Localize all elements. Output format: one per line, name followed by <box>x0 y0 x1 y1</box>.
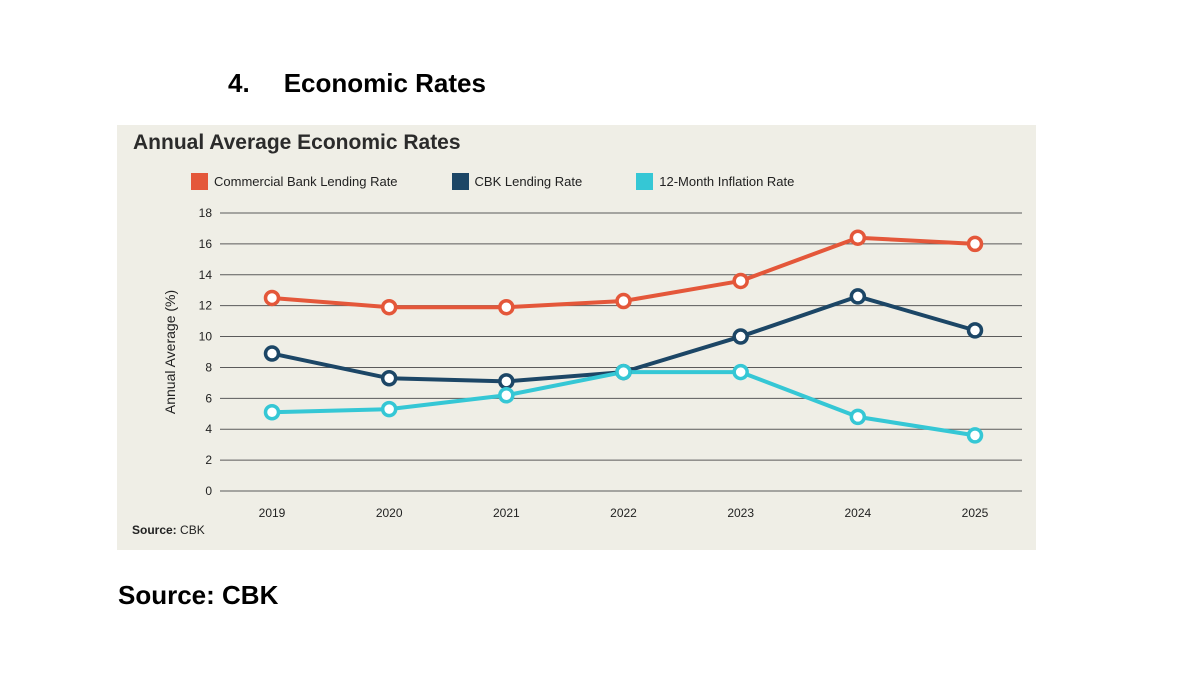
section-heading: 4. Economic Rates <box>228 66 486 100</box>
section-number: 4. <box>228 68 250 98</box>
data-point <box>380 298 398 316</box>
legend-swatch-cbk <box>451 173 469 190</box>
data-point <box>615 363 632 381</box>
legend-item-cbk: CBK Lending Rate <box>451 173 583 190</box>
x-tick-label: 2021 <box>493 506 520 520</box>
x-tick-label: 2024 <box>844 506 871 520</box>
data-point <box>732 272 749 290</box>
y-tick-label: 8 <box>205 360 212 374</box>
data-point <box>380 370 398 387</box>
data-point <box>498 386 515 404</box>
y-axis-label: Annual Average (%) <box>162 290 178 414</box>
y-tick-label: 18 <box>199 206 213 220</box>
y-tick-label: 10 <box>199 330 213 344</box>
x-tick-label: 2025 <box>962 506 989 520</box>
series-line-2 <box>271 370 976 438</box>
panel-source-value: CBK <box>180 523 205 537</box>
line-chart: 0 2 4 6 8 10 12 14 16 18 2019 2020 2021 2022 2023 2024 2… <box>162 206 1022 520</box>
data-point <box>263 345 281 362</box>
legend-label-cbk: CBK Lending Rate <box>474 174 583 189</box>
section-title: Economic Rates <box>283 68 486 98</box>
y-tick-label: 0 <box>205 484 212 498</box>
data-point <box>849 288 867 305</box>
data-point <box>966 322 984 339</box>
x-tick-label: 2023 <box>727 506 754 520</box>
x-tick-label: 2019 <box>259 506 286 520</box>
y-tick-label: 12 <box>199 299 213 313</box>
data-point <box>849 408 867 426</box>
y-tick-label: 16 <box>199 237 213 251</box>
legend-swatch-inflation <box>636 173 654 190</box>
chart-panel: Annual Average Economic Rates Commercial… <box>117 125 1036 550</box>
panel-source-label: Source: <box>132 523 177 537</box>
data-point <box>732 328 749 345</box>
y-tick-label: 4 <box>205 422 212 436</box>
data-point <box>380 400 398 418</box>
y-tick-label: 6 <box>205 391 212 405</box>
data-point <box>498 298 515 316</box>
data-point <box>966 427 984 444</box>
data-point <box>263 289 281 307</box>
x-tick-label: 2020 <box>376 506 403 520</box>
legend-item-inflation: 12-Month Inflation Rate <box>636 173 794 190</box>
chart-legend: Commercial Bank Lending Rate CBK Lending… <box>191 173 848 190</box>
data-point <box>849 229 867 246</box>
data-point <box>966 235 984 253</box>
data-point <box>263 403 281 421</box>
panel-source: Source: CBK <box>132 523 205 537</box>
legend-item-commercial: Commercial Bank Lending Rate <box>191 173 398 190</box>
legend-label-commercial: Commercial Bank Lending Rate <box>214 174 398 189</box>
data-point <box>498 373 515 390</box>
chart-title: Annual Average Economic Rates <box>133 131 461 154</box>
legend-label-inflation: 12-Month Inflation Rate <box>659 174 795 189</box>
y-tick-label: 14 <box>199 268 213 282</box>
data-point <box>732 363 749 381</box>
data-point <box>615 292 632 310</box>
x-tick-label: 2022 <box>610 506 637 520</box>
footer-source: Source: CBK <box>118 580 279 610</box>
legend-swatch-commercial <box>191 173 208 190</box>
y-tick-label: 2 <box>205 453 212 467</box>
